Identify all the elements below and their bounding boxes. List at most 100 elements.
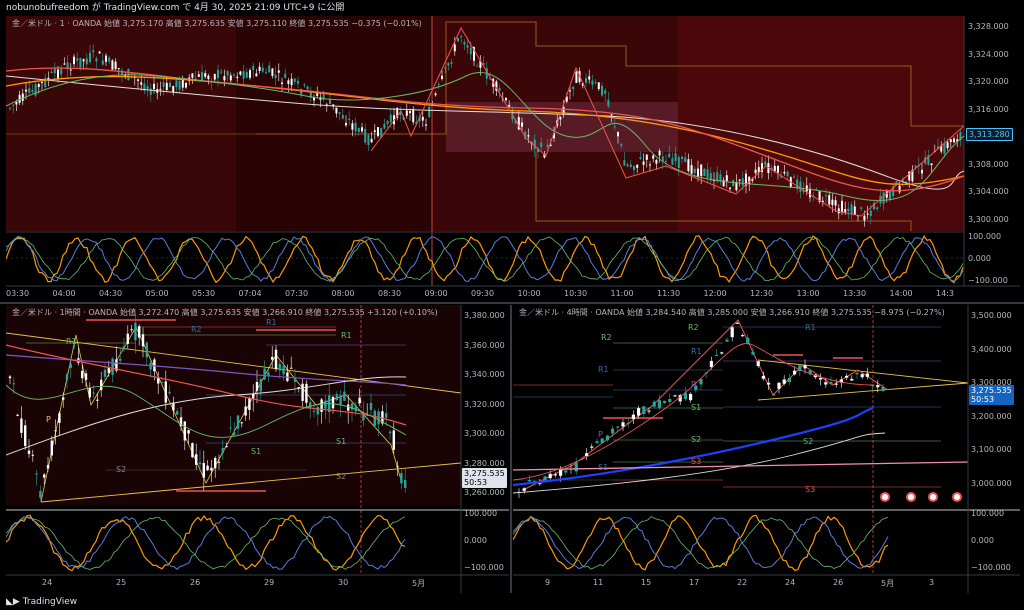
- candle: [389, 114, 392, 123]
- candle: [278, 363, 281, 371]
- y-tick-label: 3,260.000: [464, 488, 505, 497]
- osc-tick-label: −100.000: [464, 563, 504, 572]
- y-tick-label: 3,300.000: [464, 429, 505, 438]
- y-tick-label: 3,304.000: [968, 187, 1009, 196]
- y-tick-label: 3,280.000: [464, 458, 505, 468]
- pivot-label: S1: [691, 403, 702, 412]
- x-tick-label: 10:30: [564, 289, 588, 298]
- candle: [54, 430, 57, 432]
- candle: [178, 81, 181, 90]
- candle: [62, 397, 65, 400]
- candle: [937, 146, 939, 150]
- osc-tick-label: 100.000: [464, 509, 498, 518]
- x-tick-label: 11:30: [657, 289, 681, 298]
- x-tick-label: 05:00: [145, 289, 169, 298]
- candle: [141, 334, 145, 347]
- candle: [121, 70, 123, 75]
- candle: [210, 467, 213, 471]
- candle: [647, 410, 651, 412]
- candle: [381, 411, 384, 424]
- candle: [98, 51, 101, 54]
- bottom-right-chart-pane[interactable]: 金／米ドル · 4時間 · OANDA 始値 3,284.540 高値 3,28…: [513, 305, 1020, 593]
- candle: [343, 391, 346, 401]
- y-tick-label: 3,308.000: [968, 159, 1009, 169]
- candle: [358, 397, 361, 404]
- candle: [671, 158, 674, 165]
- candle: [31, 454, 34, 456]
- candle: [441, 75, 443, 79]
- candle: [841, 200, 843, 212]
- candle: [681, 156, 683, 159]
- bottom-left-chart-pane[interactable]: 金／米ドル · 1時間 · OANDA 始値 3,272.470 高値 3,27…: [6, 305, 509, 593]
- candle: [277, 70, 280, 73]
- x-tick-label: 08:30: [378, 289, 402, 298]
- candle: [668, 399, 672, 402]
- candle: [383, 123, 386, 129]
- candle: [629, 164, 632, 167]
- candle: [860, 374, 864, 378]
- candle: [764, 161, 767, 165]
- pivot-label: S2: [116, 465, 127, 474]
- vertical-divider[interactable]: [510, 305, 512, 593]
- top-chart-pane[interactable]: 金／米ドル · 1 · OANDA 始値 3,275.170 高値 3,275.…: [6, 16, 1020, 302]
- footer-brand[interactable]: TradingView: [22, 597, 78, 607]
- candle: [233, 74, 235, 76]
- candle: [818, 191, 821, 202]
- candle: [853, 206, 856, 215]
- candle: [940, 145, 943, 152]
- candle: [320, 399, 323, 412]
- candle: [404, 480, 407, 488]
- candle: [716, 172, 719, 182]
- x-tick-label: 14:00: [889, 289, 913, 298]
- y-tick-label: 3,320.000: [968, 77, 1009, 86]
- candle: [111, 358, 114, 375]
- candle: [693, 168, 696, 174]
- y-tick-label: 3,100.000: [971, 445, 1012, 454]
- candle: [562, 106, 565, 115]
- candle: [828, 195, 831, 205]
- candle: [569, 90, 571, 92]
- y-tick-label: 3,300.000: [968, 214, 1009, 224]
- candle: [367, 135, 370, 145]
- pane-divider[interactable]: [0, 302, 1024, 304]
- x-tick-label: 26: [833, 578, 844, 587]
- x-tick-label: 5月: [412, 579, 426, 588]
- candle: [863, 215, 866, 221]
- candle: [428, 106, 431, 118]
- candle: [25, 89, 27, 92]
- candle: [370, 138, 373, 143]
- candle: [722, 180, 725, 187]
- candle: [146, 86, 149, 89]
- tradingview-logo-icon[interactable]: ◣▶: [6, 597, 20, 607]
- candle: [594, 82, 597, 84]
- candle: [282, 365, 285, 375]
- candle: [549, 144, 552, 146]
- pivot-label: R2: [688, 323, 699, 332]
- candle: [719, 174, 722, 181]
- candle: [12, 383, 15, 385]
- candle: [24, 425, 27, 446]
- candle: [245, 71, 248, 78]
- candle: [508, 104, 511, 107]
- candle: [386, 120, 389, 125]
- candle: [159, 88, 162, 90]
- candle: [252, 65, 255, 70]
- candle: [265, 72, 267, 74]
- candle: [626, 164, 629, 167]
- candle: [645, 154, 648, 160]
- candle: [444, 67, 447, 69]
- candle: [732, 179, 735, 187]
- candle: [169, 82, 171, 88]
- candle: [725, 339, 729, 342]
- candle: [620, 144, 623, 146]
- candle: [89, 52, 91, 63]
- candle: [655, 159, 658, 164]
- candle: [546, 144, 549, 147]
- candle: [46, 465, 50, 469]
- candle: [60, 68, 63, 75]
- candle: [803, 365, 807, 369]
- candle: [43, 474, 46, 478]
- candle: [396, 466, 399, 468]
- candle: [297, 80, 299, 84]
- candle: [255, 73, 258, 77]
